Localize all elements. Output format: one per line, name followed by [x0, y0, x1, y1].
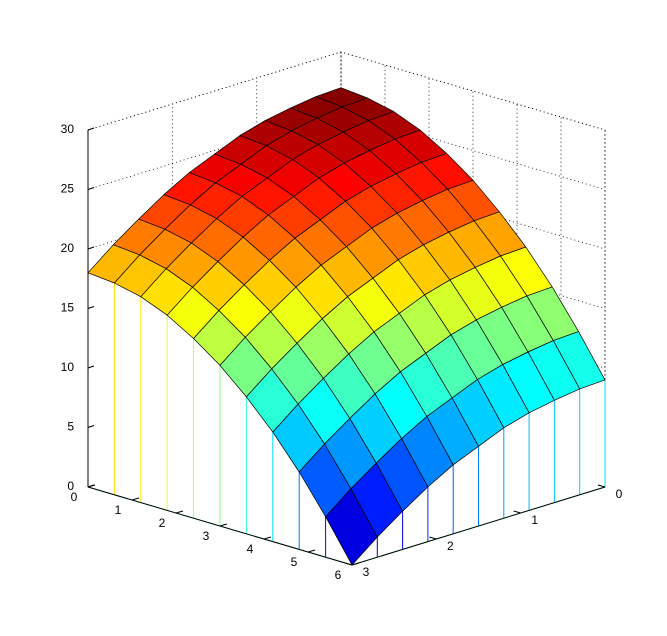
- y-tick: [344, 562, 353, 566]
- x-tick: [175, 510, 184, 514]
- x-tick: [219, 523, 228, 527]
- z-tick: [87, 187, 95, 190]
- z-tick-label: 5: [67, 420, 74, 434]
- z-tick-label: 15: [61, 301, 75, 315]
- x-tick: [351, 562, 360, 566]
- y-tick-label: 2: [447, 539, 454, 553]
- x-tick-label: 6: [335, 568, 342, 582]
- z-tick-label: 0: [67, 479, 74, 493]
- y-tick: [513, 510, 521, 514]
- z-tick-label: 25: [61, 182, 75, 196]
- z-tick: [87, 365, 95, 369]
- x-tick-label: 5: [291, 555, 298, 569]
- y-axis: [351, 486, 606, 566]
- x-tick-label: 2: [159, 516, 166, 530]
- z-tick-label: 30: [61, 122, 75, 136]
- y-tick-label: 0: [616, 487, 623, 501]
- z-tick: [87, 425, 95, 428]
- y-tick: [429, 536, 437, 540]
- z-tick: [87, 306, 95, 309]
- x-tick-label: 3: [203, 529, 210, 543]
- y-tick: [597, 484, 606, 488]
- x-tick: [131, 497, 140, 501]
- x-tick: [263, 536, 272, 540]
- x-tick-label: 1: [115, 503, 122, 517]
- z-tick-label: 20: [61, 241, 75, 255]
- y-tick-label: 3: [363, 565, 370, 579]
- y-tick-label: 1: [531, 513, 538, 527]
- x-tick-label: 0: [71, 490, 78, 504]
- x-tick: [87, 484, 96, 488]
- z-tick-label: 10: [61, 360, 75, 374]
- box-edge: [87, 51, 606, 487]
- z-tick: [87, 127, 95, 131]
- x-tick: [307, 549, 316, 553]
- x-tick-label: 4: [247, 542, 254, 556]
- z-tick: [87, 246, 95, 250]
